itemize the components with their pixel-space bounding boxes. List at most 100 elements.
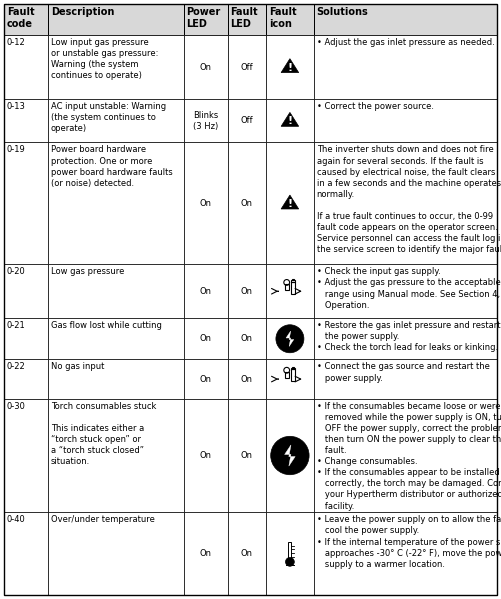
Text: !: ! <box>288 63 293 72</box>
Bar <box>227 359 266 399</box>
Text: 0-20: 0-20 <box>7 267 26 276</box>
Text: On: On <box>199 62 211 71</box>
Text: On: On <box>199 334 211 343</box>
Bar <box>48 35 183 99</box>
Bar <box>266 512 314 595</box>
Bar <box>48 99 183 143</box>
Text: 0-21: 0-21 <box>7 321 26 330</box>
Text: On: On <box>199 287 211 296</box>
Text: • Correct the power source.: • Correct the power source. <box>317 102 434 111</box>
Bar <box>292 280 295 282</box>
Bar <box>227 264 266 318</box>
Bar <box>4 143 48 264</box>
Bar <box>292 279 294 280</box>
Text: AC input unstable: Warning
(the system continues to
operate): AC input unstable: Warning (the system c… <box>51 102 166 133</box>
Bar <box>48 359 183 399</box>
Bar <box>285 371 289 378</box>
Text: Gas flow lost while cutting: Gas flow lost while cutting <box>51 321 162 330</box>
Bar <box>314 4 497 35</box>
Bar <box>314 99 497 143</box>
Text: !: ! <box>288 199 293 209</box>
Bar <box>291 370 295 382</box>
Polygon shape <box>281 113 299 126</box>
Text: Solutions: Solutions <box>317 7 368 17</box>
Bar <box>4 264 48 318</box>
Text: On: On <box>199 374 211 383</box>
Bar <box>183 4 227 35</box>
Text: On: On <box>199 549 211 558</box>
Text: Low gas pressure: Low gas pressure <box>51 267 124 276</box>
Text: • Restore the gas inlet pressure and restart
   the power supply.
• Check the to: • Restore the gas inlet pressure and res… <box>317 321 500 352</box>
Text: 0-13: 0-13 <box>7 102 26 111</box>
Bar <box>314 359 497 399</box>
Bar <box>314 399 497 512</box>
Bar <box>48 399 183 512</box>
Bar <box>314 318 497 359</box>
Bar <box>48 264 183 318</box>
Bar <box>289 541 292 559</box>
Bar <box>292 367 294 368</box>
Bar <box>4 99 48 143</box>
Text: The inverter shuts down and does not fire
again for several seconds. If the faul: The inverter shuts down and does not fir… <box>317 146 501 255</box>
Bar <box>266 99 314 143</box>
Bar <box>4 399 48 512</box>
Bar <box>48 4 183 35</box>
Circle shape <box>276 325 304 353</box>
Text: 0-12: 0-12 <box>7 38 26 47</box>
Text: On: On <box>241 374 253 383</box>
Bar <box>266 318 314 359</box>
Circle shape <box>286 558 294 566</box>
Text: • Connect the gas source and restart the
   power supply.: • Connect the gas source and restart the… <box>317 362 489 383</box>
Bar <box>4 318 48 359</box>
Bar <box>266 359 314 399</box>
Text: Power
LED: Power LED <box>186 7 221 29</box>
Text: Off: Off <box>240 62 253 71</box>
Text: Blinks
(3 Hz): Blinks (3 Hz) <box>193 111 218 131</box>
Text: On: On <box>241 199 253 208</box>
Bar <box>4 35 48 99</box>
Text: On: On <box>241 451 253 460</box>
Bar <box>48 318 183 359</box>
Bar <box>227 318 266 359</box>
Bar <box>292 368 295 370</box>
Text: On: On <box>241 287 253 296</box>
Bar <box>266 143 314 264</box>
Text: Fault
code: Fault code <box>7 7 35 29</box>
Text: On: On <box>241 549 253 558</box>
Text: Power board hardware
protection. One or more
power board hardware faults
(or noi: Power board hardware protection. One or … <box>51 146 173 187</box>
Text: On: On <box>199 451 211 460</box>
Polygon shape <box>286 331 294 346</box>
Text: Description: Description <box>51 7 114 17</box>
Text: • If the consumables became loose or were
   removed while the power supply is O: • If the consumables became loose or wer… <box>317 402 501 510</box>
Bar <box>266 35 314 99</box>
Text: Over/under temperature: Over/under temperature <box>51 515 155 524</box>
Text: On: On <box>241 334 253 343</box>
Text: 0-22: 0-22 <box>7 362 26 371</box>
Polygon shape <box>285 445 295 466</box>
Bar <box>4 4 48 35</box>
Bar <box>227 399 266 512</box>
Text: Fault
icon: Fault icon <box>269 7 297 29</box>
Bar <box>183 143 227 264</box>
Polygon shape <box>281 59 299 72</box>
Text: • Leave the power supply on to allow the fan to
   cool the power supply.
• If t: • Leave the power supply on to allow the… <box>317 515 501 568</box>
Text: • Adjust the gas inlet pressure as needed.: • Adjust the gas inlet pressure as neede… <box>317 38 494 47</box>
Bar <box>227 143 266 264</box>
Bar <box>4 512 48 595</box>
Text: !: ! <box>288 116 293 126</box>
Bar <box>183 99 227 143</box>
Circle shape <box>271 436 309 475</box>
Bar <box>291 282 295 294</box>
Bar <box>314 35 497 99</box>
Text: No gas input: No gas input <box>51 362 104 371</box>
Bar <box>266 4 314 35</box>
Bar <box>183 35 227 99</box>
Bar <box>183 264 227 318</box>
Bar <box>285 284 289 291</box>
Bar <box>183 359 227 399</box>
Text: On: On <box>199 199 211 208</box>
Bar <box>314 512 497 595</box>
Text: 0-40: 0-40 <box>7 515 26 524</box>
Bar <box>266 264 314 318</box>
Polygon shape <box>281 195 299 209</box>
